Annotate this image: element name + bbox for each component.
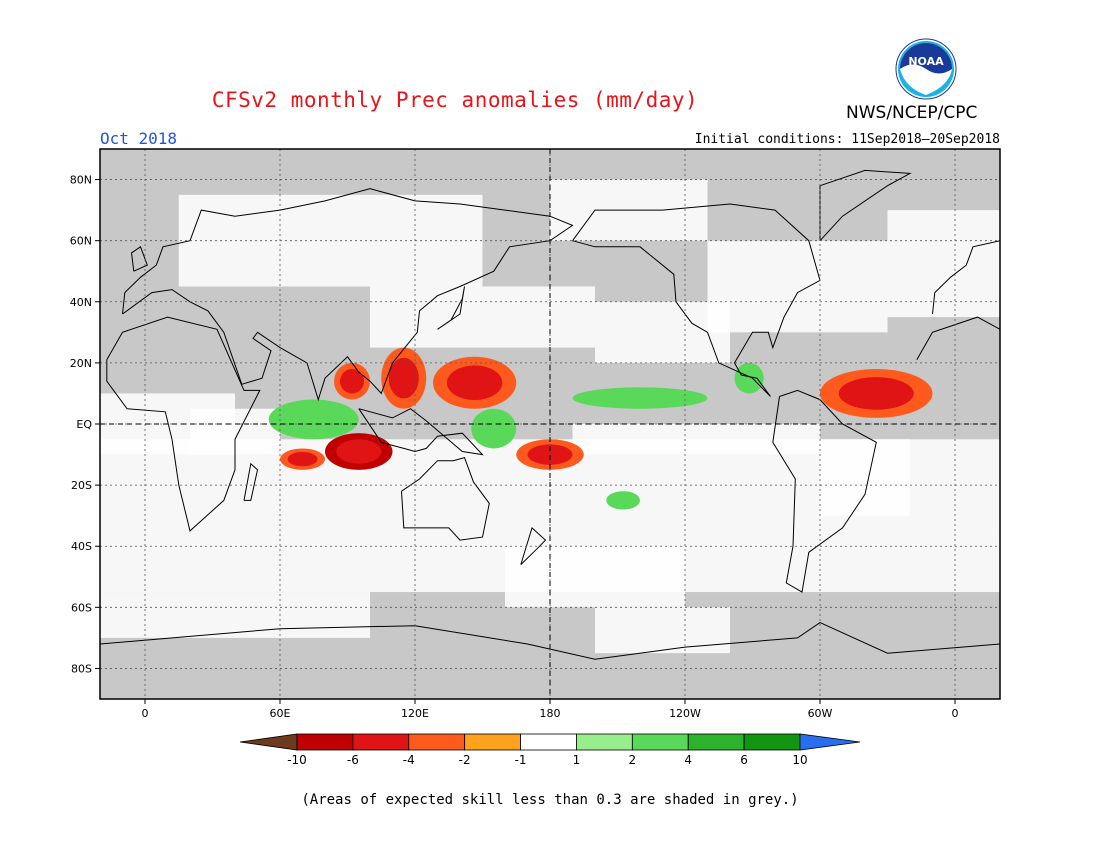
initial-conditions: Initial conditions: 11Sep2018–20Sep2018 [694,132,1000,147]
colorbar-label: -2 [459,753,471,767]
high-skill-patch [100,592,370,638]
colorbar-label: 2 [629,753,637,767]
svg-text:NOAA: NOAA [908,55,944,68]
lon-label: 60E [270,707,291,720]
colorbar-bin [520,733,577,751]
colorbar-bin [408,733,466,751]
colorbar-bin [352,733,410,751]
colorbar-label: -6 [347,753,359,767]
coastline-nz [520,527,547,565]
colorbar: -10 -6 -4 -2 -1 1 2 4 6 10 [239,733,861,767]
colorbar-label: -1 [515,753,527,767]
anomaly-east-pacific-itcz [572,387,708,409]
lon-label: 60W [808,707,833,720]
anomaly-core-west-pacific-north [446,365,503,401]
skill-footnote: (Areas of expected skill less than 0.3 a… [301,792,799,808]
graticule [100,149,1000,699]
anomaly-core-east-indian-ocean [336,439,382,464]
colorbar-bin [743,733,801,751]
lat-label: 20S [71,479,92,492]
coastline-indonesia [358,408,484,456]
high-skill-patch [370,286,595,348]
forecast-month: Oct 2018 [100,129,178,148]
lat-label: 40S [71,540,92,553]
lat-label: 80S [71,662,92,675]
lon-label: 0 [952,707,959,720]
coastline-south-america [772,389,877,593]
colorbar-label: 4 [684,753,692,767]
lat-label: 60S [71,601,92,614]
lat-label: 40N [70,296,92,309]
page-title: CFSv2 monthly Prec anomalies (mm/day) [211,88,699,112]
anomaly-central-indian-ocean [268,399,359,440]
lon-label: 120W [669,707,701,720]
coastline-japan [437,286,465,330]
map-axes: 80N 60N 40N 20N EQ 20S 40S 60S 80S 0 60E 120E 180 120… [70,174,959,720]
colorbar-label: 1 [573,753,581,767]
colorbar-bin [296,733,354,751]
coastline-australia [401,456,490,541]
coastline-madagascar [243,462,259,501]
high-skill-patch [887,210,1000,318]
lon-label: 120E [401,707,429,720]
map-plot-area [100,149,1000,699]
agency-label: NWS/NCEP/CPC [846,103,978,123]
coastline-uk [130,246,148,272]
lon-label: 180 [540,707,561,720]
colorbar-bin [687,733,745,751]
coastline-europe-wrap [932,240,1000,315]
anomaly-core-caribbean-atlantic [838,377,914,410]
lat-label: 20N [70,357,92,370]
anomaly-south-pacific [606,491,640,510]
colorbar-label: 6 [740,753,748,767]
anomaly-central-america [734,362,764,394]
coastline-europe-asia [122,188,574,402]
coastline-africa [106,316,261,532]
colorbar-label: -4 [403,753,415,767]
colorbar-low-arrow [239,733,298,751]
lat-label: EQ [76,418,92,431]
colorbar-bin [464,733,521,751]
colorbar-label: 10 [792,753,807,767]
colorbar-high-arrow [799,733,861,751]
high-skill-patch [820,439,910,516]
colorbar-label: -10 [287,753,307,767]
colorbar-bin [631,733,689,751]
high-skill-patch [595,607,730,654]
coastline-antarctica [100,622,1000,660]
anomaly-core-south-indian-ocean [287,452,318,467]
high-skill-patch [707,240,888,333]
lon-label: 0 [142,707,149,720]
colorbar-bin [576,733,633,751]
high-skill-patch [572,424,820,455]
anomaly-core-south-china-sea [388,357,419,399]
lat-label: 80N [70,174,92,187]
anomaly-maritime-continent-east [471,408,517,449]
lat-label: 60N [70,235,92,248]
anomaly-core-bay-of-bengal [340,369,364,394]
high-skill-patch [505,546,685,608]
noaa-logo: NOAA [895,38,957,100]
